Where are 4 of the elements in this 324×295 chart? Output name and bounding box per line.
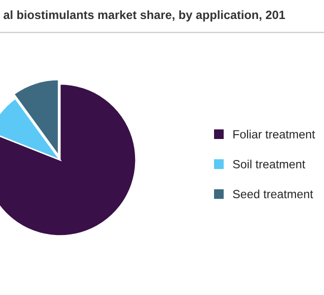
chart-title: al biostimulants market share, by application, 201 [4,10,286,22]
legend-label: Foliar treatment [233,130,316,138]
legend-label: Seed treatment [232,190,314,198]
legend-label: Soil treatment [232,160,306,168]
